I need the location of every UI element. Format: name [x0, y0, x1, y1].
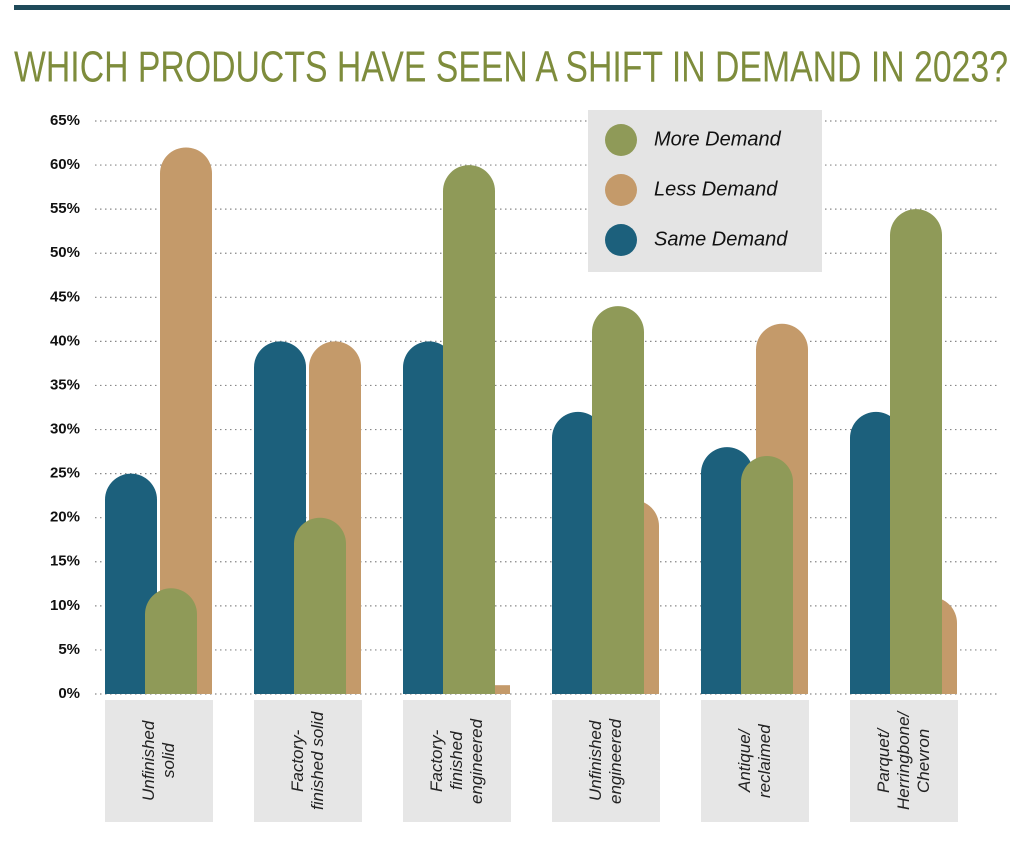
- y-tick-label: 5%: [58, 641, 80, 658]
- legend-swatch: [605, 124, 637, 156]
- bar: [850, 411, 902, 694]
- y-tick-label: 25%: [50, 465, 80, 482]
- x-tick-label: Unfinished solid: [139, 720, 178, 802]
- category-box: Unfinished engineered: [552, 700, 660, 822]
- y-tick-label: 55%: [50, 200, 80, 217]
- legend-swatch: [605, 174, 637, 206]
- y-tick-label: 10%: [50, 597, 80, 614]
- category-box: Unfinished solid: [105, 700, 213, 822]
- y-tick-label: 30%: [50, 421, 80, 438]
- x-tick-label: Factory-finished solid: [288, 711, 327, 811]
- bar: [890, 209, 942, 694]
- category-box: Antique/reclaimed: [701, 700, 809, 822]
- bar: [592, 306, 644, 694]
- top-rule: [14, 5, 1010, 10]
- y-tick-label: 35%: [50, 376, 80, 393]
- bar: [443, 165, 495, 695]
- bar: [254, 341, 306, 694]
- x-tick-label: Antique/reclaimed: [735, 724, 774, 798]
- category-box: Factory-finished engineered: [403, 700, 511, 822]
- y-tick-label: 0%: [58, 685, 80, 702]
- bar: [403, 341, 455, 694]
- bar: [701, 447, 753, 694]
- bar: [105, 473, 157, 694]
- legend-label: Same Demand: [654, 228, 788, 250]
- legend-label: Less Demand: [654, 178, 778, 200]
- legend-swatch: [605, 224, 637, 256]
- bar: [552, 411, 604, 694]
- y-tick-label: 50%: [50, 244, 80, 261]
- x-tick-label: Unfinished engineered: [586, 718, 625, 804]
- chart-title: WHICH PRODUCTS HAVE SEEN A SHIFT IN DEMA…: [14, 43, 1008, 92]
- bar: [294, 517, 346, 694]
- y-tick-label: 40%: [50, 332, 80, 349]
- bar: [145, 588, 197, 694]
- category-box: Factory-finished solid: [254, 700, 362, 822]
- y-tick-label: 65%: [50, 112, 80, 129]
- y-tick-label: 20%: [50, 509, 80, 526]
- bar: [741, 455, 793, 694]
- legend-label: More Demand: [654, 128, 782, 150]
- y-tick-label: 15%: [50, 553, 80, 570]
- x-tick-label: Factory-finished engineered: [427, 718, 486, 804]
- category-box: Parquet/Herringbone/Chevron: [850, 700, 958, 822]
- y-tick-label: 60%: [50, 156, 80, 173]
- y-tick-label: 45%: [50, 288, 80, 305]
- x-tick-label: Parquet/Herringbone/Chevron: [874, 711, 933, 811]
- bar: [160, 147, 212, 694]
